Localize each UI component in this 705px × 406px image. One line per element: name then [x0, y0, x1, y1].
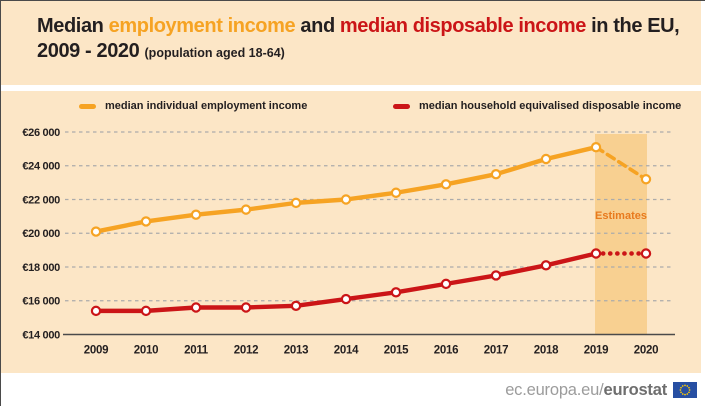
- x-tick-label: 2014: [334, 345, 359, 357]
- series-0-line: [95, 145, 597, 234]
- data-point: [540, 260, 552, 271]
- x-tick-label: 2018: [534, 345, 559, 357]
- income-line-chart: €26 000 €24 000 €22 000 €20 000 €18 000 €16 0…: [22, 127, 675, 357]
- red-line-swatch-icon: [393, 103, 410, 109]
- data-point: [290, 197, 302, 209]
- y-tick-label: €22 000: [22, 194, 60, 206]
- x-tick-label: 2016: [434, 345, 458, 357]
- data-point: [240, 204, 252, 215]
- data-point: [590, 141, 602, 153]
- data-point: [640, 174, 652, 185]
- data-point: [290, 300, 302, 312]
- legend-item-disposable-income: median household equivalised disposable …: [393, 100, 681, 112]
- data-point: [140, 305, 152, 317]
- y-tick-label: €24 000: [22, 161, 60, 173]
- title-segment-orange: employment income: [108, 15, 296, 37]
- eu-flag-icon: [673, 382, 697, 398]
- y-tick-label: €16 000: [22, 296, 60, 308]
- x-tick-label: 2010: [134, 345, 158, 357]
- title-years: 2009 - 2020: [37, 40, 145, 62]
- title-segment-black-3: in the EU,: [585, 15, 680, 37]
- title-segment-black-1: Median: [37, 15, 109, 37]
- data-point: [240, 302, 252, 313]
- data-point: [640, 248, 652, 259]
- page-title: Median employment income and median disp…: [1, 1, 701, 66]
- x-tick-label: 2009: [84, 345, 108, 357]
- footer-url-prefix: ec.europa.eu/: [505, 380, 604, 399]
- footer-url: ec.europa.eu/eurostat: [505, 381, 667, 400]
- legend-label: median household equivalised disposable …: [419, 100, 682, 112]
- series-0-estimate-segment: [594, 145, 648, 182]
- data-point: [190, 209, 202, 220]
- footer: ec.europa.eu/eurostat: [505, 377, 697, 403]
- x-tick-label: 2017: [484, 345, 508, 357]
- data-point: [490, 270, 502, 281]
- data-point: [90, 226, 102, 237]
- title-population-note: (population aged 18-64): [144, 46, 285, 60]
- data-point: [340, 194, 352, 205]
- chart-panel: median individual employment income medi…: [1, 91, 701, 373]
- data-point: [190, 302, 202, 313]
- data-point: [140, 216, 152, 227]
- y-tick-label: €14 000: [22, 329, 60, 341]
- data-point: [540, 153, 552, 165]
- data-point: [440, 278, 452, 290]
- y-tick-label: €20 000: [22, 228, 60, 240]
- estimates-label: Estimates: [595, 210, 647, 222]
- x-tick-label: 2020: [634, 345, 658, 357]
- x-tick-label: 2012: [234, 345, 258, 357]
- data-point: [340, 293, 352, 305]
- x-tick-label: 2013: [284, 345, 308, 357]
- legend-item-employment-income: median individual employment income: [79, 100, 307, 112]
- data-point: [390, 287, 402, 298]
- data-point: [440, 179, 452, 190]
- title-segment-red: median disposable income: [339, 15, 586, 37]
- legend-label: median individual employment income: [105, 100, 308, 112]
- y-tick-label: €26 000: [22, 127, 60, 139]
- header-band: Median employment income and median disp…: [1, 1, 701, 85]
- x-tick-label: 2015: [384, 345, 409, 357]
- orange-line-swatch-icon: [79, 103, 96, 109]
- data-point: [90, 305, 102, 317]
- data-point: [590, 248, 602, 259]
- footer-url-eurostat: eurostat: [603, 380, 668, 399]
- y-tick-label: €18 000: [22, 262, 60, 274]
- x-tick-label: 2019: [584, 345, 608, 357]
- data-point: [490, 168, 502, 180]
- chart-legend: median individual employment income medi…: [1, 100, 701, 114]
- data-point: [390, 187, 402, 198]
- title-segment-black-2: and: [295, 15, 340, 37]
- x-tick-label: 2011: [184, 345, 209, 357]
